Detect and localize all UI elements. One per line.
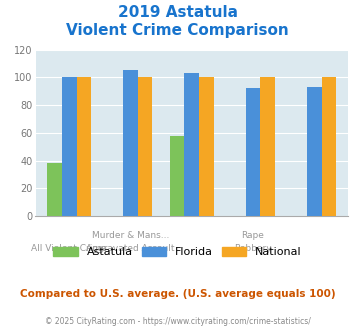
Text: All Violent Crime: All Violent Crime <box>31 244 107 253</box>
Bar <box>184 73 199 216</box>
Bar <box>47 163 62 216</box>
Text: 2019 Astatula: 2019 Astatula <box>118 5 237 20</box>
Bar <box>138 77 153 216</box>
Bar <box>322 77 336 216</box>
Text: Compared to U.S. average. (U.S. average equals 100): Compared to U.S. average. (U.S. average … <box>20 289 335 299</box>
Bar <box>307 87 322 216</box>
Bar <box>62 77 77 216</box>
Bar <box>246 88 260 216</box>
Bar <box>170 136 184 216</box>
Text: Aggravated Assault: Aggravated Assault <box>86 244 175 253</box>
Text: Murder & Mans...: Murder & Mans... <box>92 231 169 240</box>
Bar <box>77 77 91 216</box>
Text: Rape: Rape <box>241 231 264 240</box>
Legend: Astatula, Florida, National: Astatula, Florida, National <box>49 242 306 262</box>
Text: Violent Crime Comparison: Violent Crime Comparison <box>66 23 289 38</box>
Bar <box>123 70 138 216</box>
Text: Robbery: Robbery <box>234 244 272 253</box>
Text: © 2025 CityRating.com - https://www.cityrating.com/crime-statistics/: © 2025 CityRating.com - https://www.city… <box>45 317 310 326</box>
Bar <box>260 77 275 216</box>
Bar <box>199 77 214 216</box>
